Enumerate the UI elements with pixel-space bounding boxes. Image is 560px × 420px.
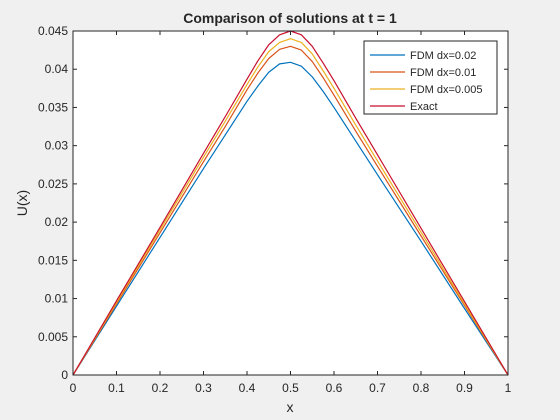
y-axis-label: U(x) [14, 190, 30, 216]
x-tick-label: 1 [505, 381, 512, 395]
y-tick-label: 0.03 [45, 139, 69, 153]
x-ticks: 0 0.1 0.2 0.3 0.4 0.5 0.6 0.7 0.8 0.9 1 [70, 31, 512, 395]
legend-label-2: FDM dx=0.01 [410, 67, 476, 79]
y-tick-label: 0.015 [38, 253, 68, 267]
y-tick-label: 0.04 [45, 62, 69, 76]
y-tick-label: 0 [61, 368, 68, 382]
legend-label-1: FDM dx=0.02 [410, 50, 476, 62]
x-tick-label: 0.5 [282, 381, 299, 395]
legend: FDM dx=0.02 FDM dx=0.01 FDM dx=0.005 Exact [363, 40, 498, 115]
legend-box [363, 40, 498, 115]
y-tick-label: 0.02 [45, 215, 69, 229]
y-ticks: 0 0.005 0.01 0.015 0.02 0.025 0.03 0.035 0.04 0.0… [38, 24, 508, 382]
y-tick-label: 0.005 [38, 330, 68, 344]
y-tick-label: 0.01 [45, 292, 69, 306]
legend-label-3: FDM dx=0.005 [410, 84, 482, 96]
x-tick-label: 0.8 [413, 381, 430, 395]
y-tick-label: 0.045 [38, 24, 68, 38]
series-line-3 [72, 38, 509, 376]
x-tick-label: 0.7 [369, 381, 386, 395]
series-line-2 [72, 45, 509, 376]
x-tick-label: 0 [70, 381, 77, 395]
x-tick-label: 0.2 [152, 381, 169, 395]
legend-label-4: Exact [410, 101, 438, 113]
x-tick-label: 0.3 [195, 381, 212, 395]
series-line-1 [72, 61, 509, 376]
x-tick-label: 0.6 [326, 381, 343, 395]
x-axis-label: x [287, 399, 294, 415]
x-tick-label: 0.9 [456, 381, 473, 395]
y-tick-label: 0.025 [38, 177, 68, 191]
x-tick-label: 0.4 [239, 381, 256, 395]
x-tick-label: 0.1 [108, 381, 125, 395]
chart-title: Comparison of solutions at t = 1 [183, 10, 397, 26]
y-tick-label: 0.035 [38, 100, 68, 114]
